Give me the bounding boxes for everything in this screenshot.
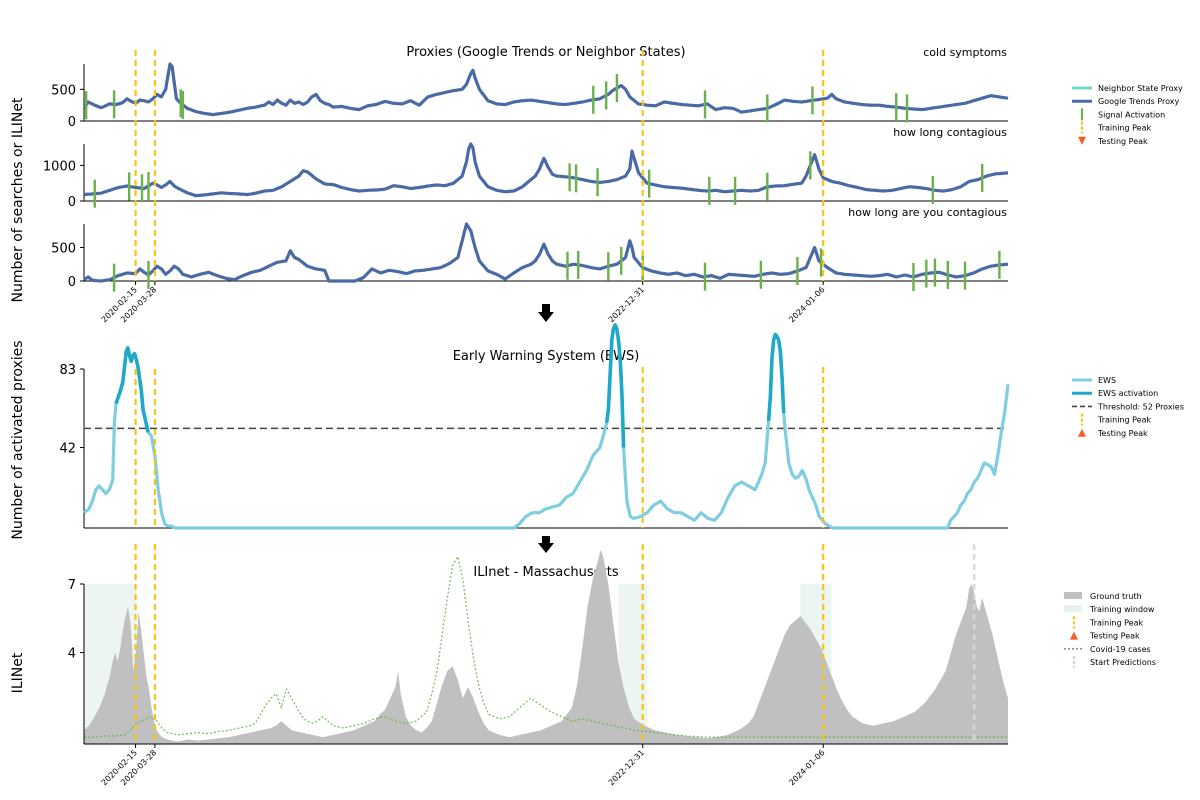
y-tick-label: 4 xyxy=(68,647,76,662)
legend-swatch xyxy=(1064,592,1082,599)
legend-label: Training window xyxy=(1089,605,1155,614)
down-arrow-icon xyxy=(538,536,554,553)
legend-label: Training Peak xyxy=(1097,124,1151,133)
legend-label: Neighbor State Proxy xyxy=(1098,84,1183,93)
ews-activation-line xyxy=(604,323,626,448)
subplot-name-how-long-contagious: how long contagious xyxy=(893,126,1007,139)
y-tick-label: 0 xyxy=(68,115,76,130)
legend-ews: EWS EWS activation Threshold: 52 Proxies Tr… xyxy=(1072,376,1184,438)
legend-label: Start Predictions xyxy=(1090,658,1156,667)
y-tick-label: 83 xyxy=(59,363,76,378)
legend-label: Ground truth xyxy=(1090,592,1142,601)
legend-label: Google Trends Proxy xyxy=(1098,97,1180,106)
proxies-ylabel: Number of searches or ILINet xyxy=(10,97,26,302)
proxies-title: Proxies (Google Trends or Neighbor State… xyxy=(406,45,685,60)
y-tick-label: 500 xyxy=(51,241,76,256)
ews-title: Early Warning System (EWS) xyxy=(453,349,640,364)
legend-proxies: Neighbor State Proxy Google Trends Proxy S… xyxy=(1072,84,1183,146)
google-trends-series-line xyxy=(83,142,1009,198)
ews-activation-line xyxy=(766,332,786,421)
legend-label: Covid-19 cases xyxy=(1090,645,1151,654)
google-trends-series-line xyxy=(83,222,1009,283)
legend-swatch xyxy=(1078,428,1086,437)
ews-panel: 42 83 xyxy=(59,323,1010,530)
x-tick-label: 2024-01-06 xyxy=(787,748,826,787)
legend-label: EWS xyxy=(1098,376,1116,385)
legend-label: Testing Peak xyxy=(1089,632,1140,641)
legend-swatch xyxy=(1078,136,1086,145)
legend-label: Threshold: 52 Proxies xyxy=(1097,402,1184,411)
legend-swatch xyxy=(1070,631,1078,640)
y-tick-label: 0 xyxy=(68,195,76,210)
x-tick-label: 2024-01-06 xyxy=(787,285,826,324)
y-tick-label: 500 xyxy=(51,83,76,98)
legend-label: Testing Peak xyxy=(1097,429,1148,438)
ews-activation-line xyxy=(114,346,150,433)
ilinet-ylabel: ILINet xyxy=(10,652,26,693)
legend-label: Signal Activation xyxy=(1098,110,1165,119)
x-tick-label: 2022-12-31 xyxy=(607,285,646,324)
y-tick-label: 7 xyxy=(68,578,76,593)
google-trends-series-line xyxy=(82,62,1009,117)
subplot-name-cold-symptoms: cold symptoms xyxy=(923,46,1007,59)
legend-label: EWS activation xyxy=(1098,389,1158,398)
legend-ilinet: Ground truth Training window Training Peak… xyxy=(1064,592,1156,668)
y-tick-label: 1000 xyxy=(43,159,76,174)
subplot-name-how-long-are-you-contagious: how long are you contagious xyxy=(848,206,1007,219)
legend-label: Testing Peak xyxy=(1097,137,1148,146)
legend-label: Training Peak xyxy=(1089,618,1143,627)
down-arrow-icon xyxy=(538,304,554,322)
ground-truth-area xyxy=(84,549,1008,744)
y-tick-label: 42 xyxy=(59,442,76,457)
ilinet-title: ILInet - Massachusetts xyxy=(473,565,618,580)
ews-ylabel: Number of activated proxies xyxy=(10,340,26,539)
legend-label: Training Peak xyxy=(1097,416,1151,425)
ews-series-line xyxy=(83,323,1010,530)
legend-swatch xyxy=(1064,605,1082,613)
y-tick-label: 0 xyxy=(68,275,76,290)
x-tick-label: 2022-12-31 xyxy=(607,748,646,787)
covid-cases-line xyxy=(84,554,1008,738)
